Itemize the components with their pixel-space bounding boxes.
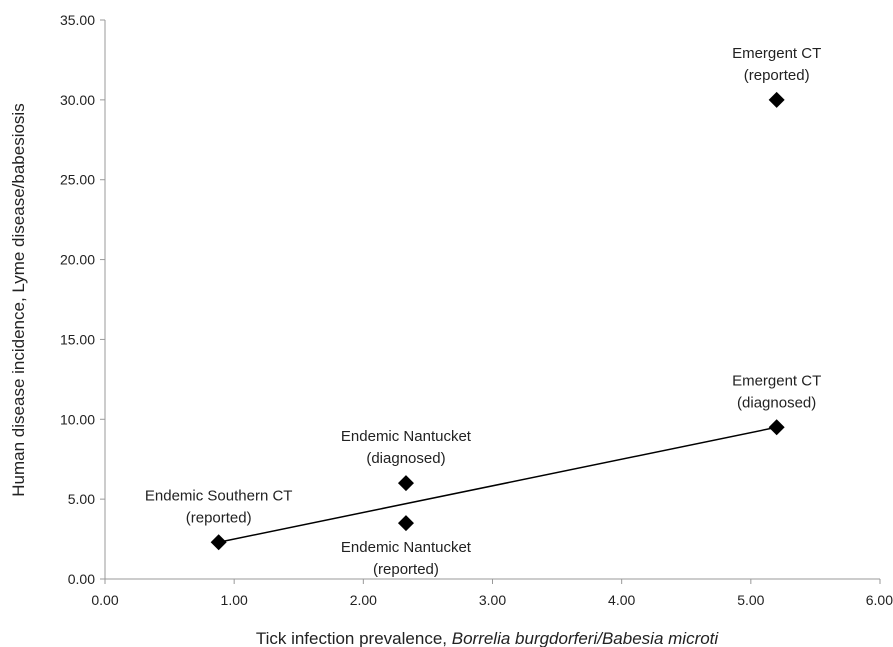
point-label: Emergent CT (diagnosed): [732, 372, 821, 411]
data-points: [210, 91, 785, 551]
y-tick-label: 20.00: [60, 252, 95, 268]
data-point-marker: [210, 534, 227, 551]
y-axis-title: Human disease incidence, Lyme disease/ba…: [9, 103, 28, 496]
x-tick-label: 6.00: [866, 592, 893, 608]
point-label: Endemic Nantucket (reported): [341, 539, 472, 578]
x-axis: 0.00 1.00 2.00 3.00 4.00 5.00 6.00: [91, 578, 893, 608]
x-axis-title-prefix: Tick infection prevalence,: [256, 629, 452, 647]
x-tick-label: 4.00: [608, 592, 635, 608]
point-label-line: (diagnosed): [366, 450, 445, 467]
point-label-line: Endemic Nantucket: [341, 428, 472, 445]
y-tick-label: 25.00: [60, 172, 95, 188]
y-tick-label: 30.00: [60, 92, 95, 108]
point-label-line: Emergent CT: [732, 372, 821, 389]
point-label-line: (diagnosed): [737, 394, 816, 411]
data-point-marker: [768, 91, 785, 108]
point-label: Endemic Nantucket (diagnosed): [341, 428, 472, 467]
point-label-line: (reported): [186, 509, 252, 526]
x-tick-label: 2.00: [350, 592, 377, 608]
data-point-marker: [397, 515, 414, 532]
y-tick-label: 0.00: [68, 571, 95, 587]
trendline-group: [218, 426, 777, 544]
point-label: Endemic Southern CT (reported): [145, 487, 293, 526]
point-label-line: Emergent CT: [732, 45, 821, 62]
y-tick-label: 35.00: [60, 12, 95, 28]
data-point-marker: [768, 419, 785, 436]
point-label-line: Endemic Nantucket: [341, 539, 472, 556]
trendline: [218, 426, 777, 544]
point-label: Emergent CT (reported): [732, 45, 821, 84]
x-axis-title: Tick infection prevalence, Borrelia burg…: [256, 629, 720, 647]
x-tick-label: 5.00: [737, 592, 764, 608]
point-annotations: Endemic Southern CT (reported)Endemic Nan…: [145, 45, 821, 578]
x-axis-title-italic: Borrelia burgdorferi/Babesia microti: [452, 629, 720, 647]
x-tick-label: 1.00: [221, 592, 248, 608]
x-tick-label: 0.00: [91, 592, 118, 608]
y-tick-label: 5.00: [68, 491, 95, 507]
y-axis: 0.00 5.00 10.00 15.00 20.00 25.00 30.00 35.00: [60, 12, 106, 587]
point-label-line: Endemic Southern CT: [145, 487, 293, 504]
y-tick-label: 15.00: [60, 331, 95, 347]
point-label-line: (reported): [373, 561, 439, 578]
x-tick-label: 3.00: [479, 592, 506, 608]
data-point-marker: [397, 475, 414, 492]
point-label-line: (reported): [744, 67, 810, 84]
y-tick-label: 10.00: [60, 411, 95, 427]
